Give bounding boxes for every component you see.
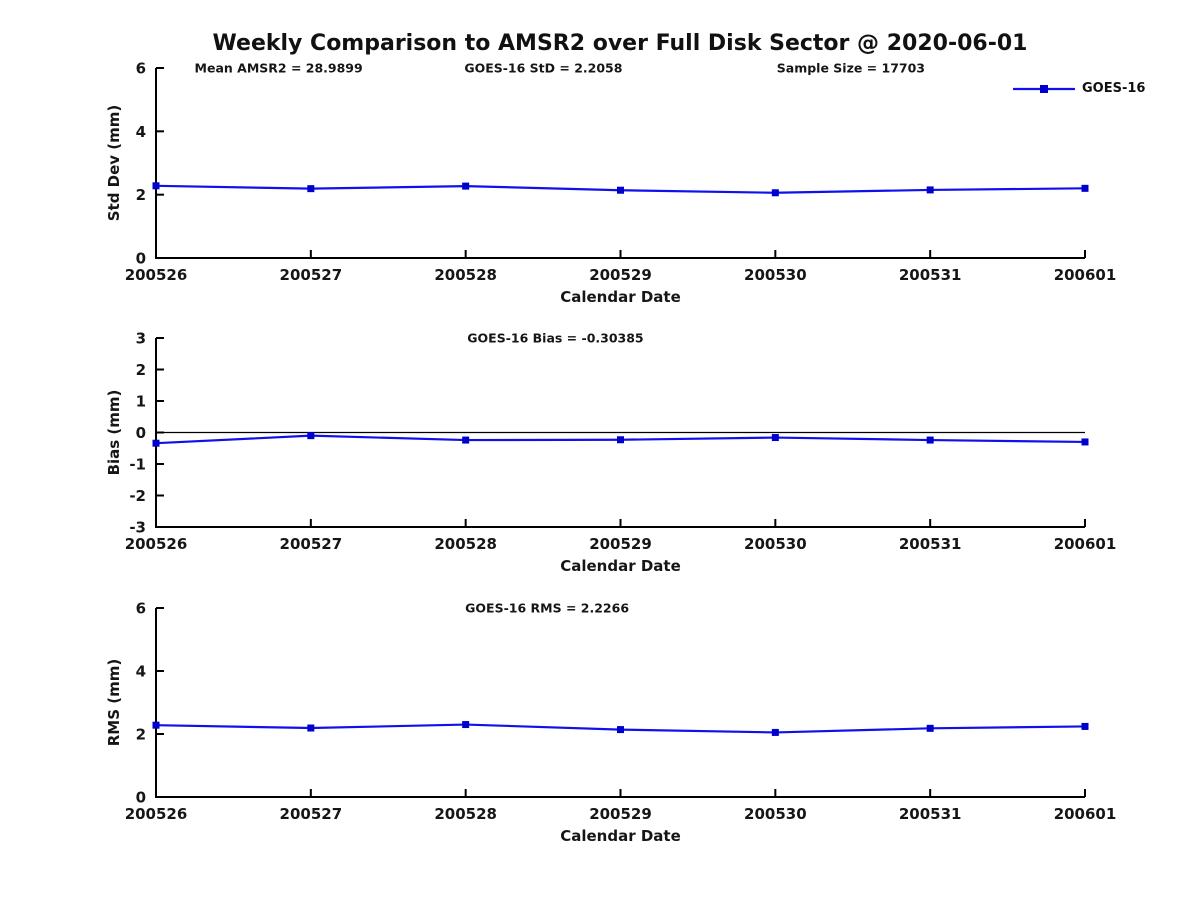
stat-annotation: Mean AMSR2 = 28.9899 [195, 61, 363, 76]
data-point-marker [771, 434, 779, 442]
y-tick-label: 0 [136, 424, 146, 442]
data-point-marker [462, 182, 470, 190]
y-tick-label: 4 [136, 663, 146, 681]
data-point-marker [617, 186, 624, 194]
stddev-panel: 0 2 4 6 200526 200527 200528 200529 200530 200531… [105, 60, 1116, 307]
legend-label: GOES-16 [1082, 81, 1146, 96]
y-tick-label: -3 [129, 519, 146, 537]
x-tick-label: 200530 [744, 535, 807, 553]
y-tick-label: 2 [136, 186, 146, 204]
y-tick-label: 0 [136, 250, 146, 268]
x-axis-title: Calendar Date [560, 557, 681, 575]
y-tick-label: 4 [136, 123, 146, 141]
legend: GOES-16 [1012, 80, 1182, 98]
data-point-marker [152, 439, 160, 447]
y-axis-title: Std Dev (mm) [105, 105, 123, 222]
y-axis-title: Bias (mm) [105, 390, 123, 476]
figure-title: Weekly Comparison to AMSR2 over Full Dis… [212, 31, 1028, 56]
legend-line-sample [1013, 85, 1075, 93]
data-point-marker [152, 182, 160, 190]
x-tick-label: 200531 [899, 266, 962, 284]
data-point-marker [152, 721, 160, 729]
y-tick-label: 3 [136, 330, 146, 348]
x-tick-label: 200529 [589, 266, 652, 284]
y-tick-label: 1 [136, 393, 146, 411]
data-point-marker [307, 432, 315, 440]
x-tick-label: 200531 [899, 535, 962, 553]
x-tick-label: 200526 [125, 535, 188, 553]
x-tick-label: 200530 [744, 805, 807, 823]
x-tick-label: 200530 [744, 266, 807, 284]
data-point-marker [617, 726, 624, 734]
x-tick-label: 200601 [1054, 266, 1117, 284]
data-point-marker [307, 724, 315, 732]
bias-panel: -3 -2 -1 0 1 2 3 200526 200527 200528 200529 200530… [105, 330, 1116, 576]
data-point-marker [617, 436, 624, 444]
x-axis-title: Calendar Date [560, 827, 681, 845]
x-tick-label: 200527 [280, 805, 343, 823]
y-tick-label: 0 [136, 789, 146, 807]
x-tick-label: 200531 [899, 805, 962, 823]
x-tick-label: 200526 [125, 805, 188, 823]
x-tick-label: 200601 [1054, 535, 1117, 553]
data-point-marker [307, 185, 315, 193]
x-axis-title: Calendar Date [560, 288, 681, 306]
rms-panel: 0 2 4 6 200526 200527 200528 200529 200530 200531… [105, 600, 1116, 846]
y-axis-title: RMS (mm) [105, 659, 123, 746]
x-tick-label: 200527 [280, 266, 343, 284]
data-point-marker [1081, 722, 1089, 730]
x-tick-label: 200526 [125, 266, 188, 284]
stat-annotation: Sample Size = 17703 [777, 61, 925, 76]
data-point-marker [1081, 438, 1089, 446]
stat-annotation: GOES-16 StD = 2.2058 [464, 61, 622, 76]
data-point-marker [462, 436, 470, 444]
x-tick-label: 200529 [589, 805, 652, 823]
data-point-marker [1081, 184, 1089, 192]
x-tick-label: 200529 [589, 535, 652, 553]
y-tick-label: -1 [129, 456, 146, 474]
x-tick-label: 200527 [280, 535, 343, 553]
x-tick-label: 200528 [434, 805, 497, 823]
data-point-marker [462, 721, 470, 729]
data-point-marker [771, 728, 779, 736]
y-tick-label: 6 [136, 60, 146, 78]
data-point-marker [926, 724, 934, 732]
data-point-marker [926, 186, 934, 194]
y-tick-label: 2 [136, 361, 146, 379]
stat-annotation: GOES-16 Bias = -0.30385 [467, 331, 643, 346]
y-tick-label: 6 [136, 600, 146, 618]
y-tick-label: 2 [136, 726, 146, 744]
data-point-marker [926, 436, 934, 444]
x-tick-label: 200528 [434, 266, 497, 284]
stat-annotation: GOES-16 RMS = 2.2266 [465, 601, 629, 616]
x-tick-label: 200601 [1054, 805, 1117, 823]
legend-marker-icon [1040, 85, 1048, 93]
y-tick-label: -2 [129, 487, 146, 505]
data-point-marker [771, 189, 779, 197]
x-tick-label: 200528 [434, 535, 497, 553]
